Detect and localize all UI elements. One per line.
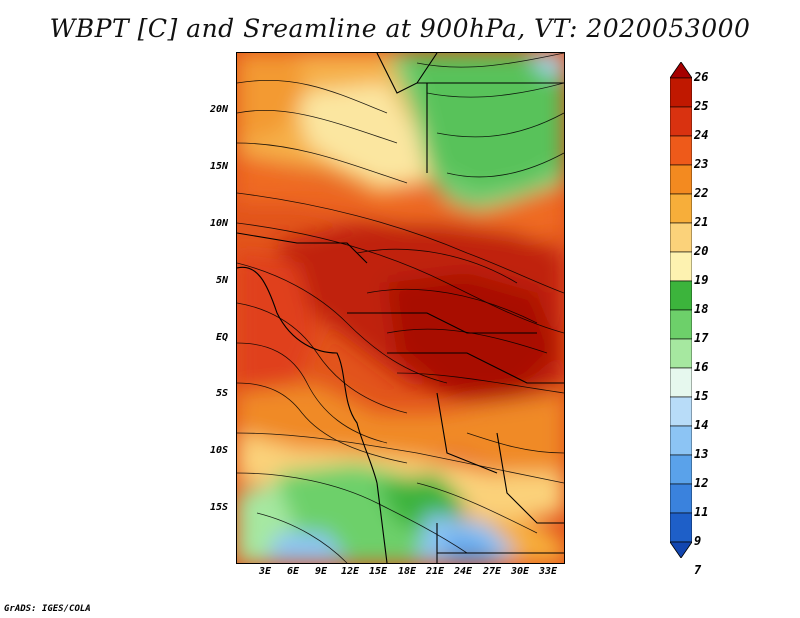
- lon-label-21e: 21E: [425, 566, 445, 577]
- colorbar-tick-label: 11: [694, 505, 709, 519]
- colorbar-tick-label: 25: [694, 99, 709, 113]
- colorbar-swatch: [670, 164, 692, 195]
- colorbar-tick-label: 24: [694, 128, 709, 142]
- colorbar-tick-label: 17: [694, 331, 709, 345]
- colorbar-swatch: [670, 425, 692, 456]
- lon-label-9e: 9E: [314, 566, 328, 577]
- colorbar-swatch: [670, 135, 692, 166]
- lon-label-24e: 24E: [453, 566, 473, 577]
- colorbar-tick-label: 9: [694, 534, 702, 548]
- colorbar: [670, 62, 692, 558]
- colorbar-swatch: [670, 222, 692, 253]
- lat-label-eq: EQ: [215, 332, 228, 343]
- colorbar-tick-label: 18: [694, 302, 709, 316]
- colorbar-swatch: [670, 338, 692, 369]
- colorbar-tick-label: 13: [694, 447, 709, 461]
- colorbar-bottom-arrow: [670, 541, 692, 558]
- map-plot[interactable]: [236, 52, 565, 564]
- lat-label-10s: 10S: [209, 445, 228, 456]
- grads-credit: GrADS: IGES/COLA: [4, 604, 91, 614]
- map-field: [237, 53, 564, 563]
- colorbar-tick-label: 7: [694, 563, 702, 577]
- colorbar-swatch: [670, 512, 692, 543]
- colorbar-swatch: [670, 454, 692, 485]
- lat-label-10n: 10N: [209, 218, 228, 229]
- colorbar-tick-label: 21: [694, 215, 709, 229]
- lat-label-15n: 15N: [209, 161, 228, 172]
- lon-label-33e: 33E: [538, 566, 558, 577]
- colorbar-swatch: [670, 483, 692, 514]
- colorbar-swatch: [670, 106, 692, 137]
- lon-label-27e: 27E: [482, 566, 502, 577]
- map-title: WBPT [C] and Sreamline at 900hPa, VT: 20…: [49, 14, 751, 43]
- lat-label-5s: 5S: [215, 388, 228, 399]
- colorbar-swatch: [670, 367, 692, 398]
- colorbar-tick-label: 20: [694, 244, 709, 258]
- colorbar-swatch: [670, 251, 692, 282]
- lat-label-15s: 15S: [209, 502, 228, 513]
- colorbar-tick-label: 26: [694, 70, 709, 84]
- colorbar-tick-label: 23: [694, 157, 709, 171]
- colorbar-swatch: [670, 280, 692, 311]
- lon-label-12e: 12E: [340, 566, 360, 577]
- lat-label-20n: 20N: [209, 104, 228, 115]
- lon-label-3e: 3E: [258, 566, 272, 577]
- colorbar-top-arrow: [670, 62, 692, 79]
- colorbar-swatch: [670, 193, 692, 224]
- lon-label-30e: 30E: [510, 566, 530, 577]
- colorbar-swatch: [670, 309, 692, 340]
- colorbar-tick-label: 15: [694, 389, 709, 403]
- lon-label-15e: 15E: [368, 566, 388, 577]
- colorbar-tick-label: 14: [694, 418, 709, 432]
- colorbar-tick-label: 22: [694, 186, 709, 200]
- lon-label-6e: 6E: [286, 566, 300, 577]
- colorbar-swatch: [670, 77, 692, 108]
- colorbar-tick-label: 19: [694, 273, 709, 287]
- lon-label-18e: 18E: [397, 566, 417, 577]
- colorbar-tick-label: 12: [694, 476, 709, 490]
- colorbar-swatch: [670, 396, 692, 427]
- colorbar-tick-label: 16: [694, 360, 709, 374]
- lat-label-5n: 5N: [215, 275, 228, 286]
